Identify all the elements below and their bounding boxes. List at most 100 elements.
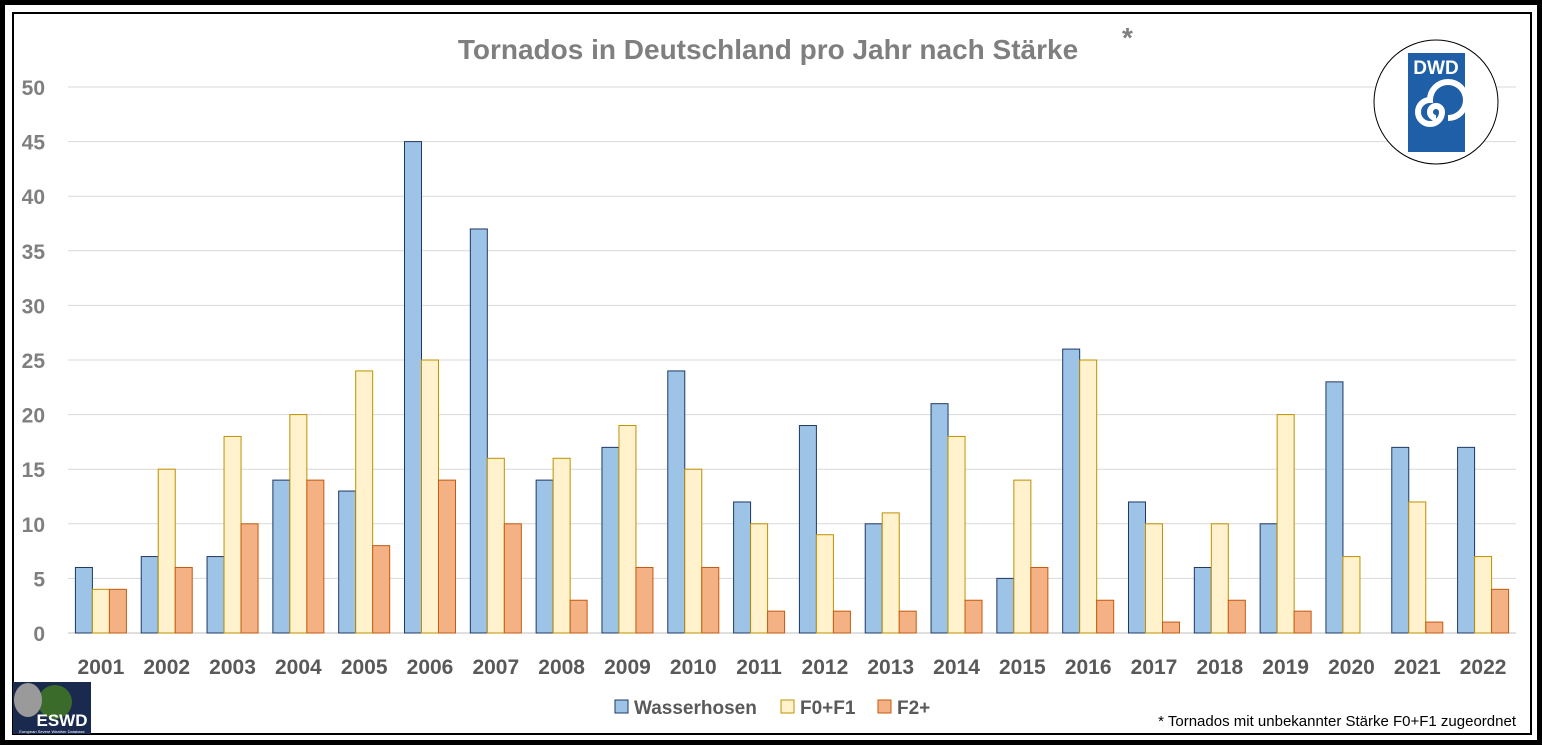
bar-f2--2007 bbox=[503, 523, 522, 634]
bar-f0-f1-2009 bbox=[618, 425, 637, 634]
bar-f0-f1-2007 bbox=[486, 457, 505, 634]
bar-f2--2009 bbox=[635, 566, 654, 634]
bar-wasserhosen-2015 bbox=[996, 577, 1015, 634]
bar-f0-f1-2013 bbox=[881, 512, 900, 634]
bar-f2--2013 bbox=[898, 610, 917, 634]
bar-f0-f1-2001 bbox=[91, 588, 110, 634]
dwd-logo-text: DWD bbox=[1413, 58, 1458, 79]
bar-f0-f1-2004 bbox=[289, 414, 308, 634]
bar-wasserhosen-2020 bbox=[1325, 381, 1344, 634]
legend-swatch-wasserhosen bbox=[614, 699, 629, 714]
bar-f2--2018 bbox=[1227, 599, 1246, 634]
x-tick-label: 2018 bbox=[1196, 656, 1243, 679]
bar-f0-f1-2022 bbox=[1474, 556, 1493, 634]
x-tick-label: 2007 bbox=[472, 656, 519, 679]
x-tick-label: 2016 bbox=[1065, 656, 1112, 679]
chart-title: Tornados in Deutschland pro Jahr nach St… bbox=[458, 34, 1078, 65]
x-tick-label: 2005 bbox=[341, 656, 388, 679]
x-tick-label: 2002 bbox=[143, 656, 190, 679]
bar-f0-f1-2020 bbox=[1342, 556, 1361, 634]
footnote: * Tornados mit unbekannter Stärke F0+F1 … bbox=[1158, 713, 1517, 730]
y-tick-label: 15 bbox=[22, 459, 46, 482]
x-tick-label: 2011 bbox=[736, 656, 782, 679]
bar-f2--2017 bbox=[1162, 621, 1180, 634]
y-tick-label: 30 bbox=[22, 295, 45, 318]
bar-f0-f1-2012 bbox=[815, 534, 834, 634]
bar-f2--2011 bbox=[767, 610, 786, 634]
bar-wasserhosen-2012 bbox=[798, 425, 817, 634]
bar-wasserhosen-2018 bbox=[1193, 566, 1212, 634]
bar-f2--2006 bbox=[438, 479, 456, 634]
bar-f2--2004 bbox=[306, 479, 325, 634]
y-tick-label: 25 bbox=[22, 350, 46, 373]
x-tick-label: 2006 bbox=[407, 656, 454, 679]
bar-f0-f1-2017 bbox=[1145, 523, 1163, 634]
bar-f0-f1-2014 bbox=[947, 435, 966, 634]
x-tick-label: 2003 bbox=[209, 656, 256, 679]
x-tick-label: 2004 bbox=[275, 656, 322, 679]
bar-f0-f1-2010 bbox=[684, 468, 703, 634]
x-tick-label: 2010 bbox=[670, 656, 717, 679]
bar-f2--2019 bbox=[1293, 610, 1312, 634]
bar-wasserhosen-2014 bbox=[930, 403, 949, 634]
bar-wasserhosen-2013 bbox=[864, 523, 883, 634]
x-tick-label: 2014 bbox=[933, 656, 980, 679]
chart-inner-frame bbox=[12, 12, 1532, 735]
bar-f0-f1-2008 bbox=[552, 457, 571, 634]
bar-wasserhosen-2001 bbox=[74, 566, 93, 634]
x-tick-label: 2019 bbox=[1262, 656, 1309, 679]
bar-f2--2002 bbox=[174, 566, 193, 634]
x-tick-label: 2009 bbox=[604, 656, 651, 679]
bar-f2--2005 bbox=[372, 545, 391, 634]
bar-f2--2015 bbox=[1030, 566, 1049, 634]
bar-f0-f1-2015 bbox=[1013, 479, 1032, 634]
x-tick-label: 2008 bbox=[538, 656, 585, 679]
bar-f0-f1-2002 bbox=[157, 468, 176, 634]
bar-f0-f1-2021 bbox=[1408, 501, 1427, 634]
legend: Wasserhosen F0+F1 F2+ bbox=[614, 698, 930, 719]
legend-swatch-f2plus bbox=[877, 699, 892, 714]
x-tick-label: 2022 bbox=[1460, 656, 1507, 679]
eswd-logo-text: ESWD bbox=[37, 711, 88, 730]
bar-f2--2008 bbox=[569, 599, 588, 634]
eswd-globe-icon bbox=[38, 685, 72, 719]
dwd-swirl-icon bbox=[1415, 79, 1469, 127]
bar-f0-f1-2006 bbox=[421, 359, 439, 634]
bar-wasserhosen-2004 bbox=[272, 479, 291, 634]
y-tick-label: 10 bbox=[22, 514, 45, 537]
chart-title-mark: * bbox=[1122, 22, 1133, 53]
x-tick-label: 2013 bbox=[867, 656, 914, 679]
bar-wasserhosen-2017 bbox=[1128, 501, 1146, 634]
bar-f0-f1-2011 bbox=[750, 523, 769, 634]
y-axis-ticks: 0 5 10 15 20 25 30 35 40 45 50 bbox=[22, 77, 46, 646]
bar-wasserhosen-2022 bbox=[1457, 446, 1476, 634]
grid bbox=[68, 86, 1516, 634]
x-tick-label: 2015 bbox=[999, 656, 1046, 679]
bar-wasserhosen-2021 bbox=[1391, 446, 1410, 634]
bar-f0-f1-2005 bbox=[355, 370, 374, 634]
bar-wasserhosen-2009 bbox=[601, 446, 620, 634]
legend-label-f2plus: F2+ bbox=[897, 698, 930, 719]
bar-f0-f1-2003 bbox=[223, 435, 242, 634]
bar-wasserhosen-2006 bbox=[404, 141, 422, 634]
eswd-logo: ESWD European Severe Weather Database bbox=[13, 682, 91, 734]
x-tick-label: 2001 bbox=[78, 656, 125, 679]
y-tick-label: 0 bbox=[33, 623, 45, 646]
y-tick-label: 45 bbox=[22, 132, 46, 155]
x-tick-label: 2020 bbox=[1328, 656, 1375, 679]
bars bbox=[74, 141, 1510, 634]
y-tick-label: 40 bbox=[22, 186, 45, 209]
bar-f2--2012 bbox=[832, 610, 851, 634]
bar-wasserhosen-2008 bbox=[535, 479, 554, 634]
x-tick-label: 2021 bbox=[1394, 656, 1441, 679]
bar-wasserhosen-2005 bbox=[338, 490, 357, 634]
bar-f0-f1-2019 bbox=[1276, 414, 1295, 634]
y-tick-label: 5 bbox=[33, 568, 45, 591]
bar-f2--2021 bbox=[1425, 621, 1444, 634]
eswd-logo-subtitle: European Severe Weather Database bbox=[19, 729, 85, 734]
bar-f2--2001 bbox=[108, 588, 127, 634]
y-tick-label: 35 bbox=[22, 241, 46, 264]
legend-swatch-f0f1 bbox=[780, 699, 795, 714]
bar-wasserhosen-2019 bbox=[1259, 523, 1278, 634]
